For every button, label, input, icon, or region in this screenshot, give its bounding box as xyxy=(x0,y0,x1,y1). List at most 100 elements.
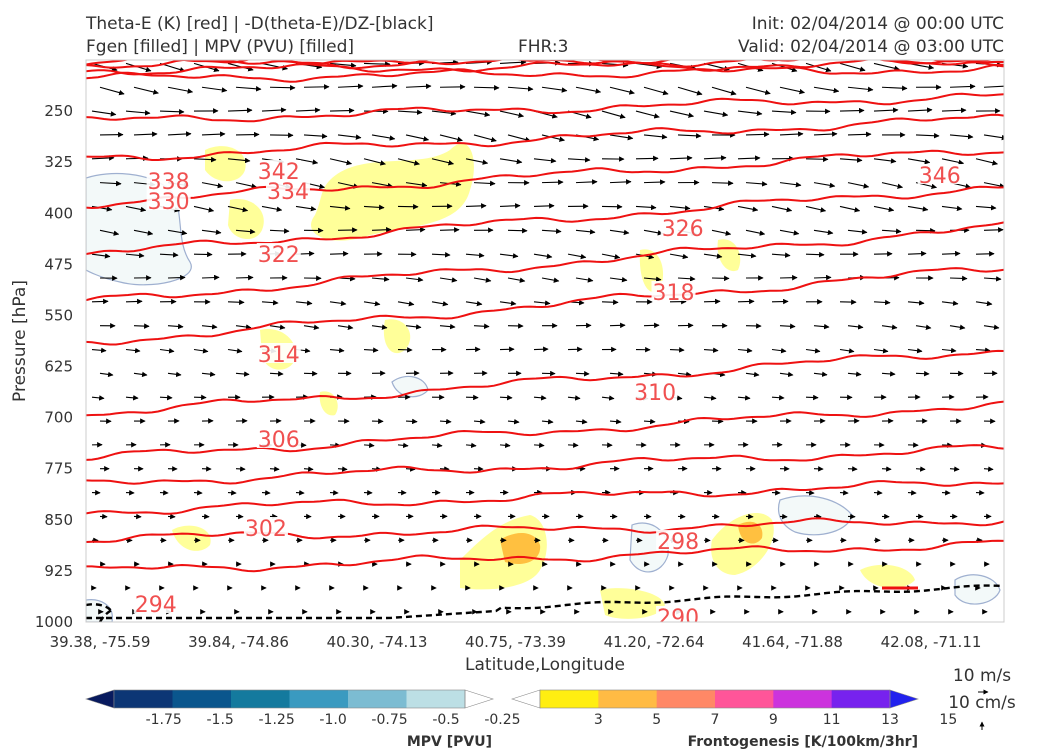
wind-vector xyxy=(949,466,960,472)
wind-vector xyxy=(609,371,624,377)
wind-vector xyxy=(839,107,865,114)
wind-vector xyxy=(983,182,1004,189)
wind-vector xyxy=(915,466,926,472)
wind-vectors xyxy=(91,60,1004,615)
wind-vector xyxy=(839,157,863,163)
y-axis: 250 325 400 475 550 625 700 775 850 925 1000 xyxy=(35,102,73,631)
wind-vector xyxy=(473,277,492,283)
wind-vector xyxy=(847,371,862,377)
wind-vector xyxy=(201,274,220,281)
wind-vector xyxy=(201,182,224,189)
y-tick-label: 325 xyxy=(44,153,73,171)
wind-vector xyxy=(907,490,917,496)
wind-vector xyxy=(609,134,634,141)
vector-key-vertical: 10 cm/s xyxy=(948,693,1016,713)
filled-region xyxy=(717,239,741,272)
filled-region xyxy=(205,146,246,182)
wind-vector xyxy=(499,203,521,209)
wind-vector xyxy=(745,371,760,378)
wind-vector xyxy=(983,276,1002,282)
colorbar-frame xyxy=(113,689,466,709)
wind-vector xyxy=(873,62,900,71)
wind-vector xyxy=(737,347,753,354)
wind-vector xyxy=(737,298,755,305)
wind-vector xyxy=(227,107,253,114)
contour-labels: 3383303423343463263223183143103063022982… xyxy=(133,160,962,622)
wind-vector xyxy=(125,395,139,401)
colorbar-tick-label: -1.25 xyxy=(259,712,295,728)
wind-vector xyxy=(941,250,961,257)
wind-vector xyxy=(329,158,353,166)
wind-vector xyxy=(499,394,513,401)
forecast-hour: FHR:3 xyxy=(518,37,569,57)
wind-vector xyxy=(193,156,217,163)
wind-vector xyxy=(507,418,520,425)
wind-vector xyxy=(227,348,243,354)
wind-vector xyxy=(915,132,940,139)
theta-e-contour xyxy=(86,221,1004,302)
wind-vector xyxy=(533,157,557,164)
wind-vector xyxy=(779,229,800,236)
theta-e-contour xyxy=(86,400,1004,461)
wind-vector xyxy=(575,86,602,94)
wind-vector xyxy=(881,466,892,472)
mpv-colorbar: -1.75 -1.5 -1.25 -1.0 -0.75 -0.5 -0.25 MPV [PVU… xyxy=(85,689,521,750)
colorbar-tick-label: 7 xyxy=(711,712,720,728)
wind-vector xyxy=(363,347,379,353)
wind-vector xyxy=(125,110,151,116)
wind-vector xyxy=(983,324,1000,330)
wind-vector xyxy=(371,276,390,282)
wind-vector xyxy=(159,109,185,115)
x-tick-label: 39.38, -75.59 xyxy=(50,633,151,651)
contour-label: 306 xyxy=(258,428,300,453)
theta-e-contour xyxy=(86,63,1004,83)
wind-vector xyxy=(235,228,256,235)
wind-vector xyxy=(907,205,929,212)
wind-vector xyxy=(439,466,450,472)
contour-label-bg xyxy=(256,243,301,263)
wind-vector xyxy=(499,442,511,449)
wind-vector xyxy=(779,371,794,378)
wind-vector xyxy=(473,134,497,143)
wind-vector xyxy=(473,418,486,425)
wind-vector xyxy=(737,205,759,212)
wind-vector xyxy=(881,182,904,189)
wind-vector xyxy=(167,229,188,236)
wind-vector xyxy=(745,229,766,236)
wind-vector xyxy=(371,134,396,141)
wind-vector xyxy=(465,300,483,307)
contour-label-bg xyxy=(633,381,678,401)
wind-vector xyxy=(91,253,111,259)
contour-label-bg xyxy=(651,281,696,301)
wind-vector xyxy=(779,86,805,95)
wind-vector xyxy=(813,131,838,137)
x-tick-label: 42.08, -71.11 xyxy=(881,633,982,651)
colorbar-swatch xyxy=(598,690,658,708)
colorbar-tick-label: -0.5 xyxy=(432,712,459,728)
colorbar-tick-label: 11 xyxy=(823,712,841,728)
wind-vector xyxy=(397,109,423,115)
wind-vector xyxy=(499,60,527,66)
wind-vector xyxy=(711,180,734,186)
wind-vector xyxy=(771,205,793,213)
wind-vector xyxy=(269,371,284,377)
contour-label: 326 xyxy=(662,217,704,242)
wind-vector xyxy=(771,252,791,258)
wind-vector xyxy=(975,158,998,166)
wind-vector xyxy=(847,229,868,235)
colorbar-swatch xyxy=(831,690,891,708)
wind-vector xyxy=(439,277,458,283)
wind-vector xyxy=(711,229,732,236)
wind-vector xyxy=(703,253,723,259)
wind-vector xyxy=(703,395,717,401)
wind-vector xyxy=(533,300,551,306)
wind-vector xyxy=(405,226,426,233)
colorbar-swatch xyxy=(406,690,466,708)
wind-vector xyxy=(99,371,114,378)
wind-vector xyxy=(533,253,553,259)
theta-e-contour xyxy=(86,185,1004,255)
wind-vector xyxy=(329,62,357,69)
wind-vector xyxy=(533,395,547,401)
wind-vector xyxy=(839,62,866,72)
theta-e-contours xyxy=(86,60,1004,573)
